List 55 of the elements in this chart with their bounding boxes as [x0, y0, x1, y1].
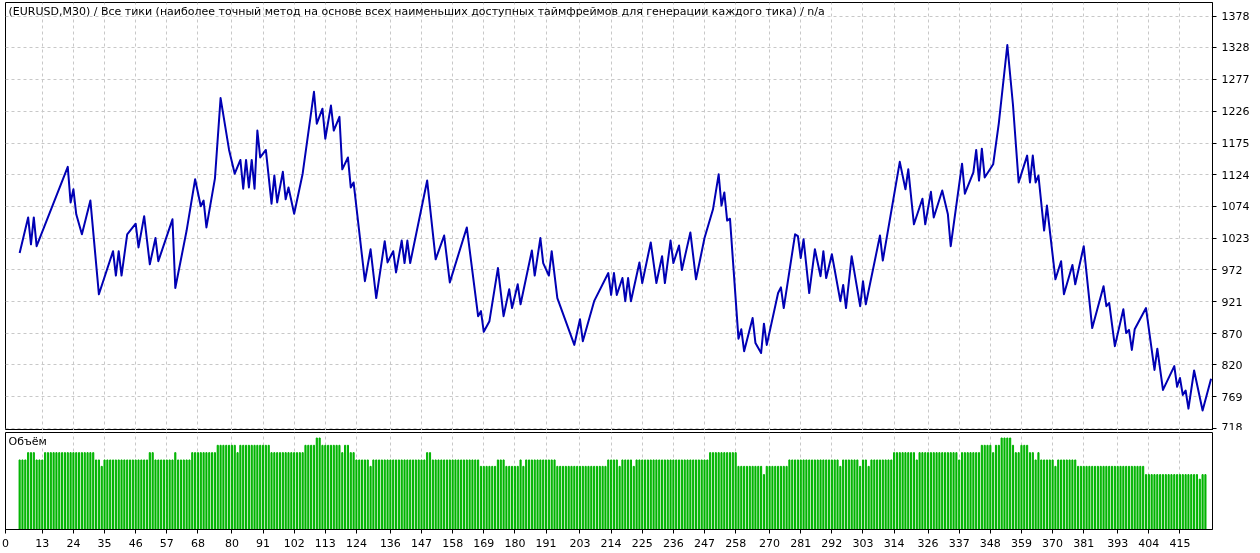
x-tick-label: 281: [790, 536, 812, 550]
x-tick-label: 303: [852, 536, 874, 550]
x-tick-label: 225: [631, 536, 653, 550]
x-tick-label: 314: [883, 536, 905, 550]
y-tick-label: 1277: [1221, 73, 1250, 87]
y-tick-label: 1124: [1221, 168, 1250, 182]
y-tick-label: 1074: [1221, 200, 1250, 214]
x-tick-label: 180: [504, 536, 526, 550]
x-tick-label: 169: [473, 536, 495, 550]
x-tick-label: 80: [224, 536, 239, 550]
x-tick-label: 191: [535, 536, 557, 550]
x-tick-label: 68: [190, 536, 205, 550]
y-tick-label: 718: [1221, 420, 1243, 434]
x-tick-label: 415: [1169, 536, 1191, 550]
x-tick-label: 124: [345, 536, 367, 550]
x-tick-label: 258: [725, 536, 747, 550]
x-tick-label: 147: [411, 536, 433, 550]
x-tick-label: 136: [379, 536, 401, 550]
y-tick-label: 1378: [1221, 10, 1250, 24]
x-tick-label: 381: [1073, 536, 1095, 550]
x-tick-label: 236: [662, 536, 684, 550]
y-tick-label: 972: [1221, 263, 1243, 277]
x-tick-label: 13: [35, 536, 50, 550]
y-tick-label: 769: [1221, 390, 1243, 404]
x-tick-label: 292: [821, 536, 843, 550]
x-tick-label: 113: [314, 536, 336, 550]
x-tick-label: 0: [2, 536, 9, 550]
y-tick-label: 1226: [1221, 105, 1250, 119]
x-tick-label: 57: [159, 536, 174, 550]
y-tick-label: 1175: [1221, 137, 1250, 151]
x-tick-label: 359: [1010, 536, 1032, 550]
x-tick-label: 102: [283, 536, 305, 550]
y-tick-label: 921: [1221, 295, 1243, 309]
y-tick-label: 870: [1221, 327, 1243, 341]
x-tick-label: 46: [128, 536, 143, 550]
x-tick-label: 158: [442, 536, 464, 550]
x-tick-label: 247: [694, 536, 716, 550]
x-tick-label: 214: [600, 536, 622, 550]
x-tick-label: 348: [979, 536, 1001, 550]
x-tick-label: 370: [1042, 536, 1064, 550]
x-tick-label: 326: [917, 536, 939, 550]
y-tick-label: 820: [1221, 358, 1243, 372]
line-series: [18, 43, 1213, 412]
x-tick-label: 270: [759, 536, 781, 550]
x-tick-label: 404: [1138, 536, 1160, 550]
x-tick-label: 203: [569, 536, 591, 550]
y-tick-label: 1328: [1221, 41, 1250, 55]
chart-title: (EURUSD,M30) / Все тики (наиболее точный метод на основе всех наименьших доступных таймфреймов для генерации каждого тика) / n/a: [8, 4, 825, 18]
x-tick-label: 393: [1107, 536, 1129, 550]
chart-title: Объём: [8, 434, 47, 448]
x-tick-label: 24: [66, 536, 81, 550]
x-tick-label: 91: [256, 536, 271, 550]
y-tick-label: 1023: [1221, 232, 1250, 246]
x-tick-label: 35: [97, 536, 112, 550]
x-tick-label: 337: [948, 536, 970, 550]
